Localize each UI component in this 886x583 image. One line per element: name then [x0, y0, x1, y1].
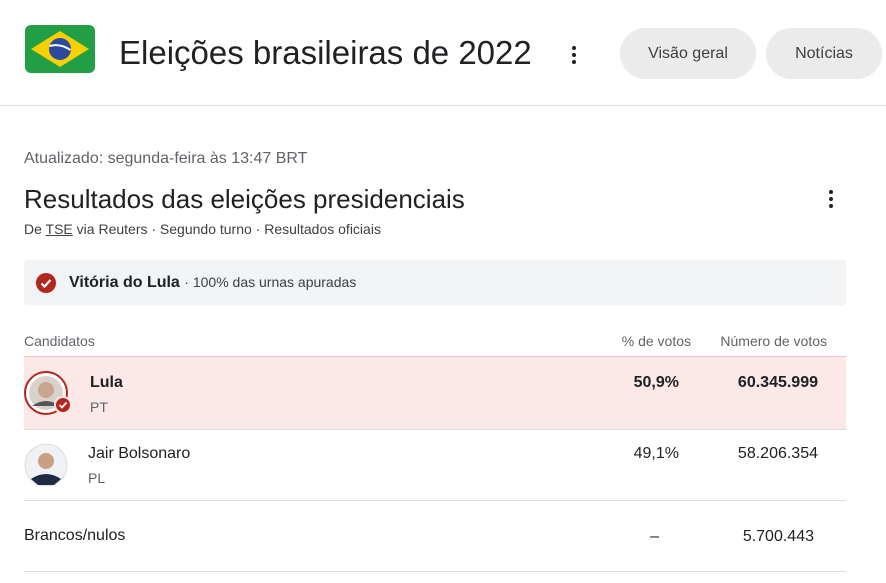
menu[interactable]: [572, 46, 576, 67]
candidate-name: Lula: [90, 374, 123, 391]
menu[interactable]: [829, 190, 833, 211]
candidate-name: Brancos/nulos: [24, 527, 126, 544]
column-header: Número de votos: [720, 333, 827, 349]
row: Lula PT 50,9% 60.345.999: [24, 356, 846, 430]
candidate-name: Jair Bolsonaro: [88, 445, 191, 462]
check-icon: [36, 273, 56, 293]
party: PT: [90, 399, 108, 415]
winner: Vitória do Lula: [69, 274, 180, 291]
column-header: % de votos: [621, 333, 691, 349]
votes: 5.700.443: [742, 528, 814, 545]
avatar: [24, 371, 72, 415]
column-header: Candidatos: [24, 333, 95, 349]
flag: [25, 25, 95, 73]
tab[interactable]: Visão geral: [620, 28, 756, 79]
percent: 50,9%: [633, 374, 679, 391]
updated: Atualizado: segunda-feira às 13:47 BRT: [24, 150, 308, 167]
tab[interactable]: Notícias: [766, 28, 882, 79]
source-link[interactable]: TSE: [45, 221, 73, 237]
votes: 60.345.999: [737, 374, 818, 391]
row: Brancos/nulos – 5.700.443: [24, 501, 846, 572]
row: Jair Bolsonaro PL 49,1% 58.206.354: [24, 429, 846, 501]
detail: · 100% das urnas apuradas: [184, 274, 357, 290]
title: Eleições brasileiras de 2022: [119, 34, 532, 71]
votes: 58.206.354: [737, 445, 818, 462]
percent: –: [650, 528, 659, 545]
heading: Resultados das eleições presidenciais: [24, 184, 465, 214]
avatar: [24, 443, 68, 487]
party: PL: [88, 470, 106, 486]
source: De TSE via Reuters · Segundo turno · Res…: [24, 221, 381, 237]
banner: Vitória do Lula · 100% das urnas apurada…: [24, 260, 846, 305]
source-prefix: De: [24, 221, 42, 237]
source-rest: via Reuters · Segundo turno · Resultados…: [76, 221, 381, 237]
header: Eleições brasileiras de 2022 Visão geral…: [0, 0, 886, 106]
percent: 49,1%: [633, 445, 679, 462]
